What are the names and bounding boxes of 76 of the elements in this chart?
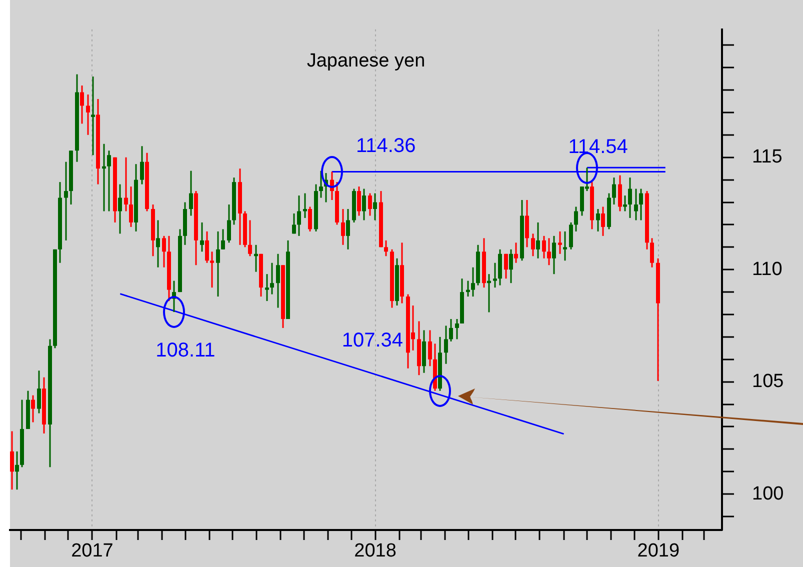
annotation: 114.54	[568, 136, 628, 158]
candlestick	[455, 318, 459, 340]
candlestick	[444, 324, 448, 365]
candlestick	[107, 150, 111, 212]
candlestick	[248, 219, 252, 257]
candlestick	[162, 235, 166, 268]
candlestick	[639, 188, 643, 221]
candlestick	[514, 242, 518, 264]
candlestick	[200, 222, 204, 252]
candlestick	[124, 156, 128, 212]
candlestick	[15, 450, 19, 490]
candlestick	[618, 174, 622, 212]
candlestick	[86, 94, 90, 136]
candlestick	[449, 318, 453, 342]
x-tick-label: 2019	[637, 540, 680, 562]
candlestick	[140, 145, 144, 186]
candlestick	[80, 84, 84, 124]
candlestick	[542, 235, 546, 260]
candlestick	[265, 273, 269, 302]
candlestick	[357, 186, 361, 216]
candlestick	[650, 237, 654, 268]
candlestick	[129, 186, 133, 228]
candlestick	[563, 230, 567, 262]
y-tick-label: 110	[752, 258, 782, 280]
candlestick	[292, 212, 296, 234]
candlestick	[531, 232, 535, 257]
candlestick	[552, 235, 556, 275]
candlestick	[31, 394, 35, 423]
candlestick	[509, 248, 513, 284]
candlestick	[156, 219, 160, 268]
candlestick	[346, 208, 350, 250]
candlestick	[91, 76, 95, 156]
candlestick	[319, 170, 323, 199]
candlestick	[493, 262, 497, 288]
candlestick	[227, 204, 231, 244]
candlestick	[205, 230, 209, 264]
candlestick	[536, 222, 540, 260]
candlestick	[210, 250, 214, 288]
candlestick	[276, 253, 280, 309]
y-tick-label: 100	[752, 483, 784, 504]
candlestick	[628, 176, 632, 219]
candlestick	[297, 194, 301, 237]
y-tick-label: 105	[752, 371, 784, 392]
candlestick	[362, 188, 366, 221]
candlestick	[596, 208, 600, 232]
candlestick	[368, 192, 372, 216]
candlestick	[341, 208, 345, 246]
annotation: 107.34	[342, 329, 404, 352]
candlestick	[189, 170, 193, 216]
candlestick	[221, 228, 225, 250]
candlestick	[525, 199, 529, 248]
candlestick	[504, 253, 508, 280]
candlestick	[547, 237, 551, 266]
annotation: 114.36	[356, 135, 416, 158]
candlestick	[384, 240, 388, 257]
candlestick	[308, 206, 312, 232]
candlestick	[216, 230, 220, 298]
candlestick	[471, 266, 475, 298]
candlestick	[558, 230, 562, 255]
text: Japanese yen	[306, 50, 426, 72]
candlestick	[574, 206, 578, 232]
annotation: 108.11	[156, 340, 216, 362]
candlestick	[428, 329, 432, 367]
candlestick	[612, 176, 616, 206]
y-tick-label: 115	[752, 146, 782, 168]
candlestick	[634, 188, 638, 221]
candlestick	[10, 430, 14, 490]
candlestick	[37, 370, 41, 414]
candlestick	[601, 206, 605, 237]
candlestick	[270, 262, 274, 296]
candlestick	[569, 222, 573, 250]
x-tick-label: 2018	[354, 540, 396, 562]
candlestick	[64, 161, 68, 242]
candlestick	[373, 192, 377, 221]
x-tick-label: 2017	[71, 540, 114, 562]
candlestick	[118, 184, 122, 234]
